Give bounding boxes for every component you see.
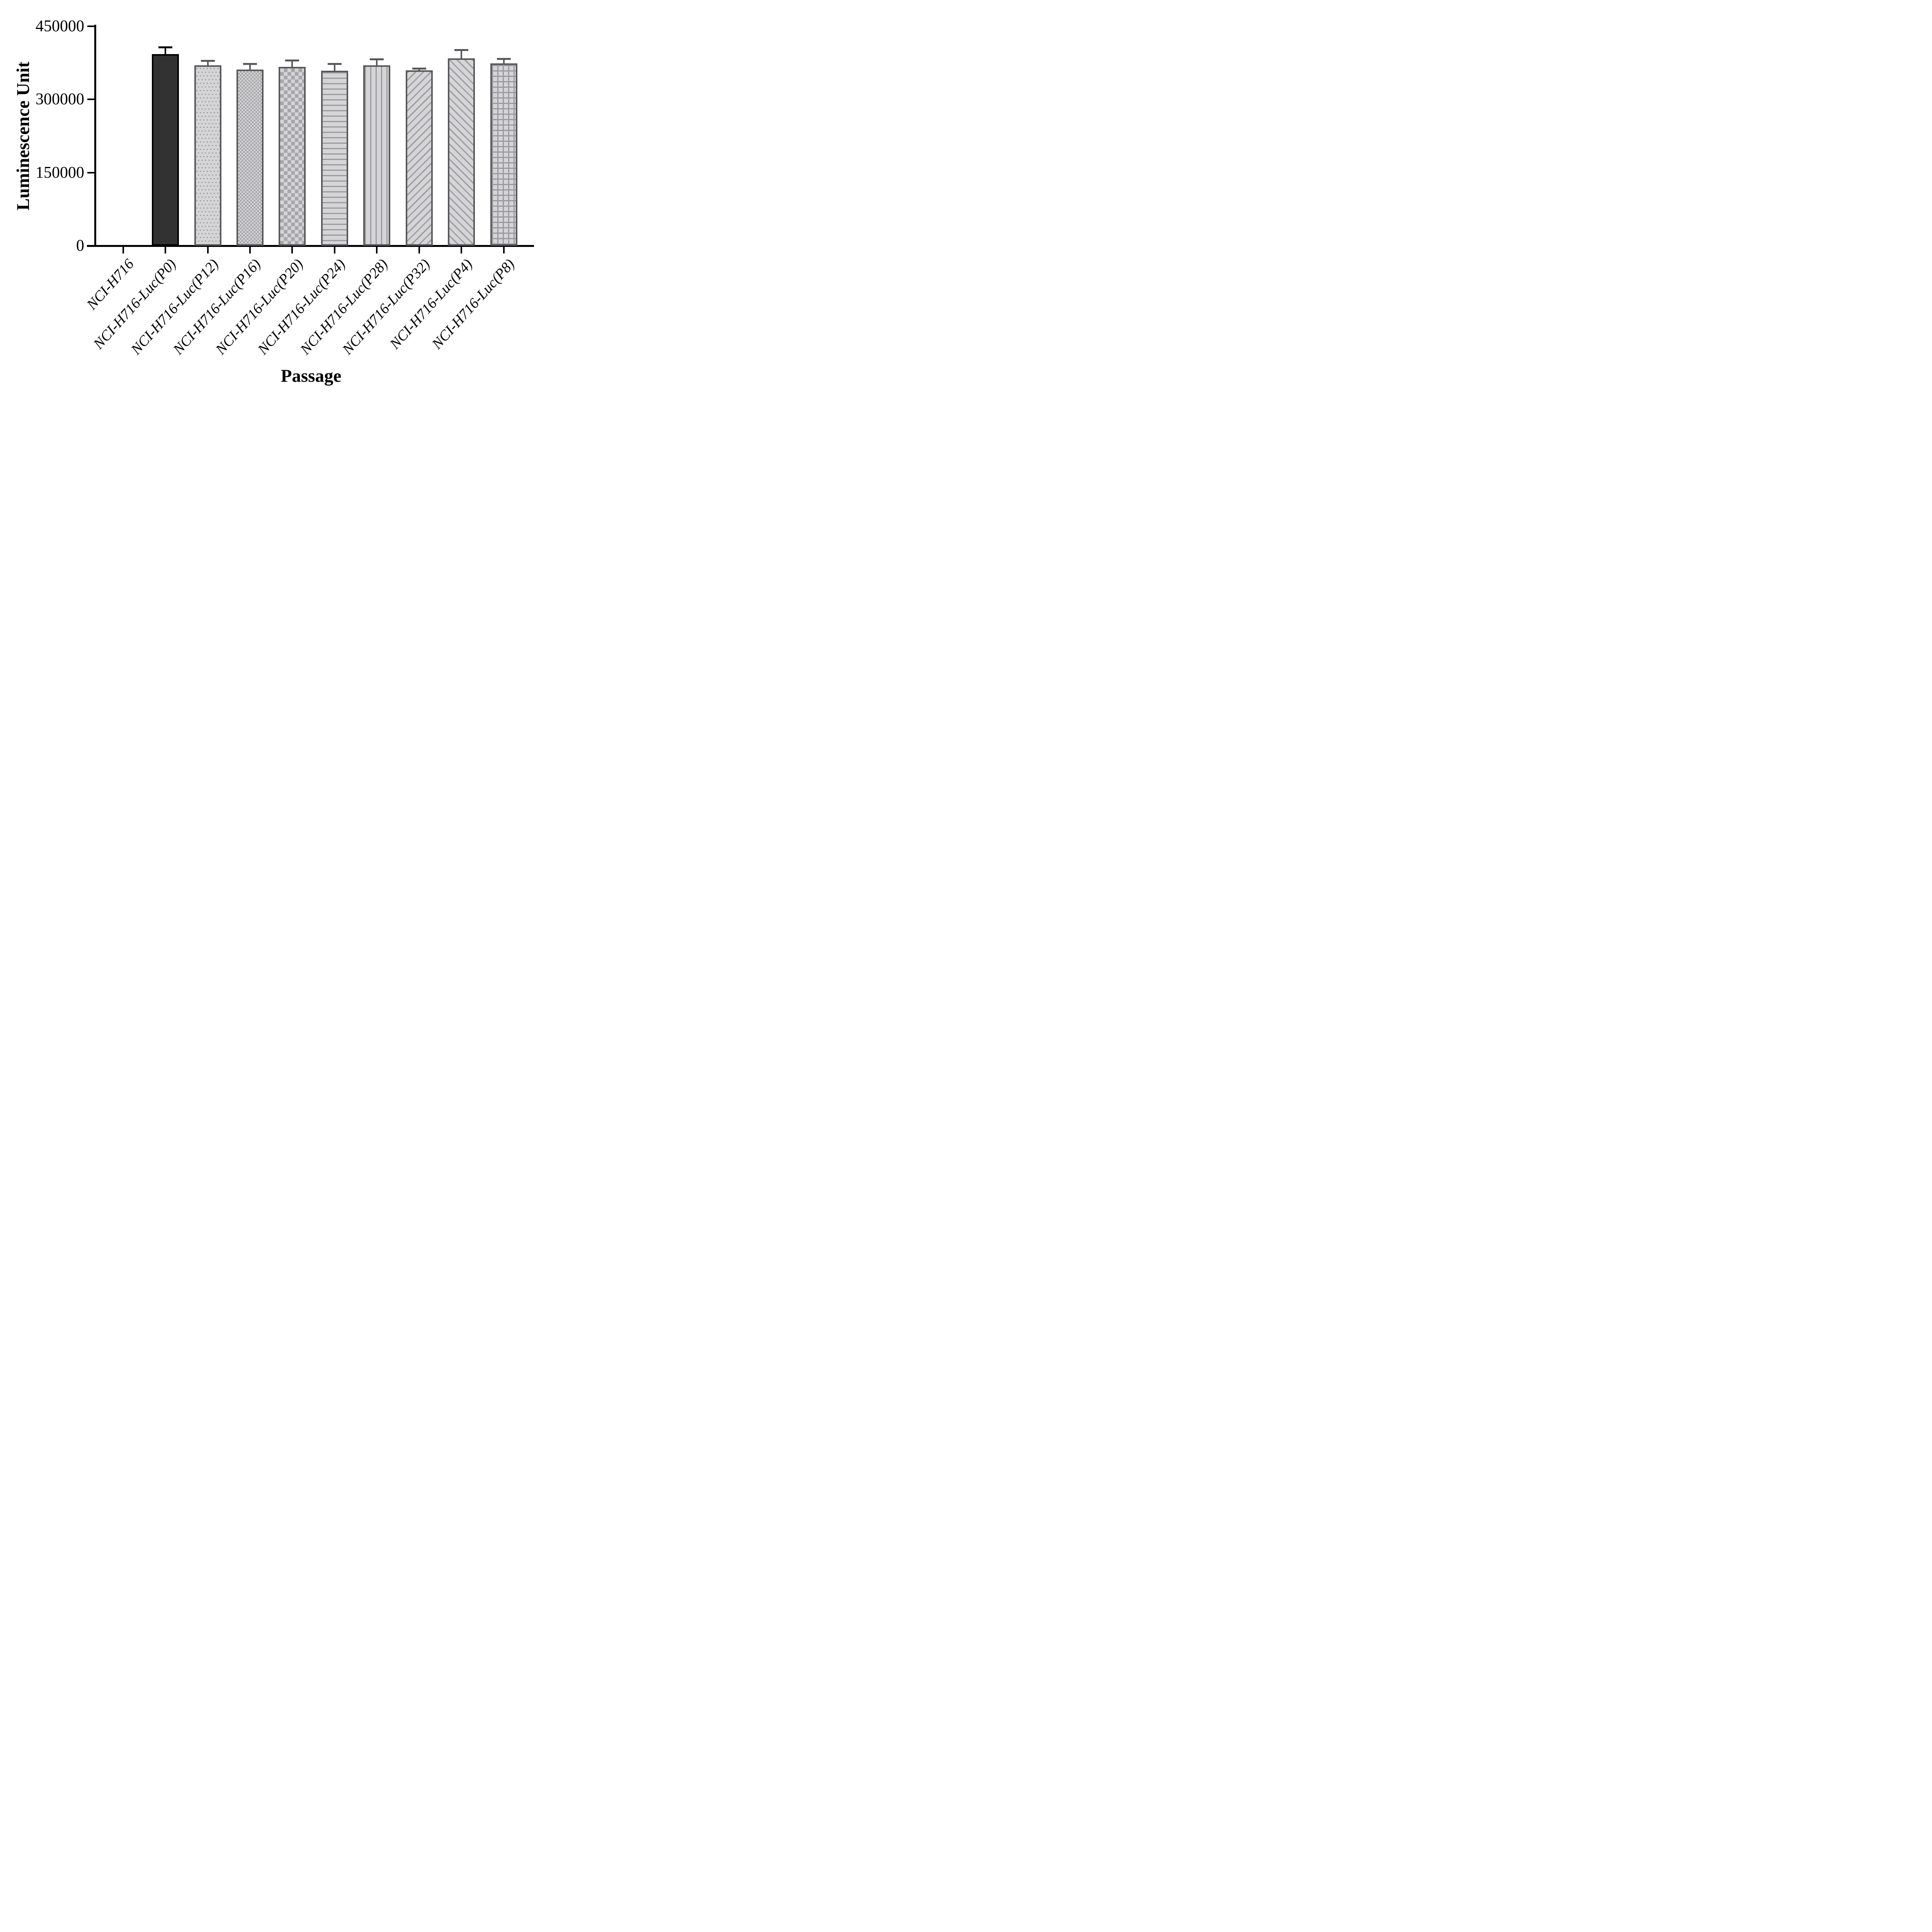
x-tick-nci-h716 [122, 247, 124, 253]
x-tick-nci-h716-luc-p12 [207, 247, 209, 253]
error-cap-nci-h716-luc-p24 [327, 63, 342, 65]
error-cap-nci-h716-luc-p0 [158, 46, 173, 48]
x-axis-title: Passage [281, 366, 342, 386]
y-tick-label-300000: 300000 [36, 90, 84, 109]
error-bar-nci-h716-luc-p20 [291, 60, 293, 67]
error-bar-nci-h716-luc-p4 [461, 50, 463, 59]
y-tick-label-150000: 150000 [36, 163, 84, 182]
error-bar-nci-h716-luc-p16 [249, 63, 251, 70]
x-tick-nci-h716-luc-p28 [376, 247, 378, 253]
x-tick-nci-h716-luc-p20 [291, 247, 293, 253]
bar-nci-h716-luc-p28 [363, 65, 391, 246]
x-tick-nci-h716-luc-p16 [249, 247, 251, 253]
error-cap-nci-h716-luc-p28 [370, 58, 384, 61]
y-axis-spine [94, 25, 96, 247]
bar-nci-h716-luc-p24 [321, 70, 348, 246]
y-tick-150000 [87, 172, 94, 173]
error-bar-nci-h716-luc-p24 [333, 63, 335, 71]
error-cap-nci-h716-luc-p16 [243, 63, 257, 65]
error-cap-nci-h716-luc-p12 [201, 60, 215, 62]
bar-nci-h716-luc-p0 [152, 54, 179, 246]
error-bar-nci-h716-luc-p0 [165, 47, 167, 54]
error-bar-nci-h716-luc-p8 [503, 59, 505, 63]
bar-nci-h716-luc-p20 [279, 66, 306, 246]
y-tick-450000 [87, 26, 94, 27]
bar-nci-h716-luc-p16 [236, 70, 264, 246]
y-tick-label-0: 0 [76, 237, 84, 255]
bar-nci-h716-luc-p12 [194, 65, 221, 246]
x-tick-label-nci-h716-luc-p8: NCI-H716-Luc(P8) [429, 256, 518, 352]
bar-nci-h716-luc-p8 [490, 63, 517, 246]
x-tick-nci-h716-luc-p24 [333, 247, 335, 253]
x-tick-nci-h716-luc-p4 [461, 247, 463, 253]
error-cap-nci-h716-luc-p8 [497, 58, 511, 60]
error-cap-nci-h716-luc-p4 [454, 49, 469, 51]
y-tick-label-450000: 450000 [36, 17, 84, 35]
error-bar-nci-h716-luc-p12 [207, 61, 209, 65]
x-tick-nci-h716-luc-p32 [418, 247, 420, 253]
bar-nci-h716-luc-p32 [405, 70, 433, 246]
error-bar-nci-h716-luc-p28 [376, 59, 378, 65]
y-axis-title: Luminescence Unit [13, 61, 33, 211]
x-axis-baseline [87, 245, 534, 247]
error-cap-nci-h716-luc-p20 [285, 59, 299, 61]
bar-chart: Luminescence Unit Passage 0 150000 300000 4… [0, 0, 563, 398]
y-tick-300000 [87, 99, 94, 100]
bar-nci-h716-luc-p4 [448, 58, 475, 246]
error-cap-nci-h716-luc-p32 [412, 68, 426, 70]
x-tick-nci-h716-luc-p8 [503, 247, 505, 253]
y-tick-0 [87, 245, 94, 247]
x-tick-nci-h716-luc-p0 [165, 247, 167, 253]
